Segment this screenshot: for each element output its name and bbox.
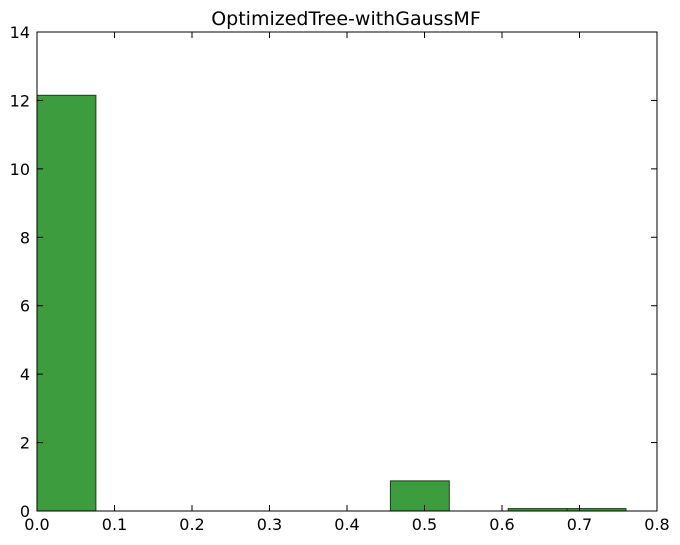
- x-tick-label: 0.6: [489, 515, 514, 534]
- histogram-bar: [390, 481, 449, 511]
- y-tick-label: 12: [10, 91, 30, 110]
- x-tick-label: 0.3: [257, 515, 282, 534]
- y-tick-label: 8: [20, 228, 30, 247]
- x-tick-label: 0.2: [179, 515, 204, 534]
- ticks-group: [37, 32, 657, 511]
- y-tick-label: 4: [20, 365, 30, 384]
- histogram-bar: [37, 95, 96, 511]
- y-tick-label: 14: [10, 23, 30, 42]
- x-tick-label: 0.1: [102, 515, 127, 534]
- y-tick-label: 2: [20, 434, 30, 453]
- y-tick-label: 10: [10, 160, 30, 179]
- x-tick-labels: 0.0 0.1 0.2 0.3 0.4 0.5 0.6 0.7 0.8: [24, 515, 669, 534]
- chart-title: OptimizedTree-withGaussMF: [211, 8, 481, 30]
- y-tick-label: 6: [20, 297, 30, 316]
- x-tick-label: 0.8: [644, 515, 669, 534]
- bars-group: [37, 95, 626, 511]
- x-tick-label: 0.7: [567, 515, 592, 534]
- y-tick-labels: 0 2 4 6 8 10 12 14: [10, 23, 30, 521]
- x-tick-label: 0.5: [412, 515, 437, 534]
- plot-frame: [37, 32, 657, 511]
- y-tick-label: 0: [20, 502, 30, 521]
- x-tick-label: 0.4: [334, 515, 359, 534]
